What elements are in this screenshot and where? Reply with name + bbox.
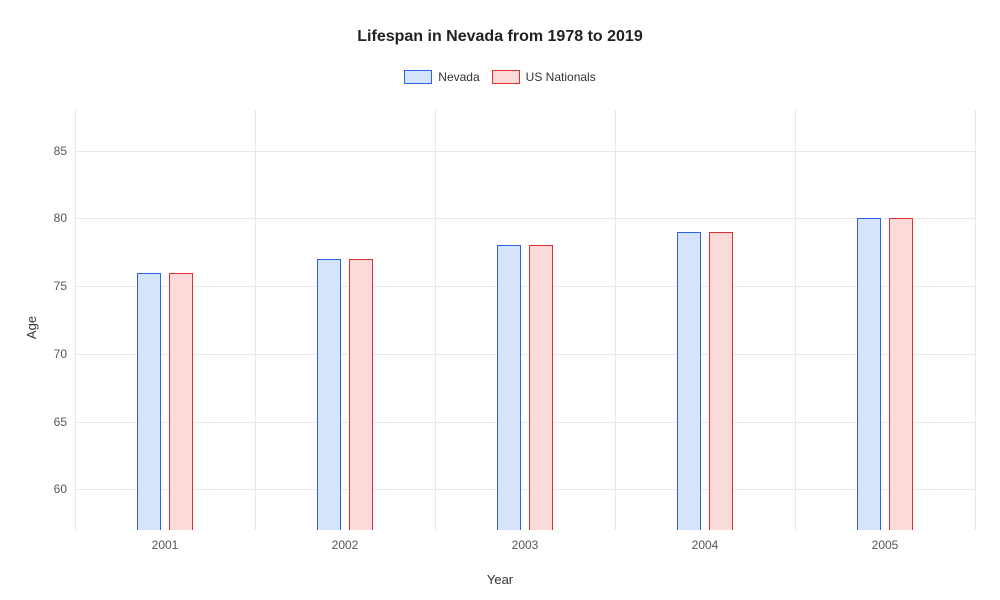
legend-swatch-1	[492, 70, 520, 84]
plot-area: 60657075808520012002200320042005	[75, 110, 975, 530]
h-gridline	[75, 286, 975, 287]
legend-label-1: US Nationals	[526, 70, 596, 84]
bar-us-nationals-2004	[709, 232, 733, 530]
y-tick-label: 65	[54, 415, 75, 429]
bar-nevada-2001	[137, 273, 161, 530]
legend-item-0: Nevada	[404, 70, 479, 84]
bar-us-nationals-2001	[169, 273, 193, 530]
v-gridline	[75, 110, 76, 530]
legend-swatch-0	[404, 70, 432, 84]
legend-label-0: Nevada	[438, 70, 479, 84]
x-tick-label: 2005	[872, 530, 899, 552]
x-tick-label: 2001	[152, 530, 179, 552]
bar-nevada-2004	[677, 232, 701, 530]
h-gridline	[75, 151, 975, 152]
bar-us-nationals-2003	[529, 245, 553, 530]
h-gridline	[75, 218, 975, 219]
y-tick-label: 80	[54, 211, 75, 225]
h-gridline	[75, 354, 975, 355]
lifespan-chart: Lifespan in Nevada from 1978 to 2019 Nev…	[0, 0, 1000, 600]
y-axis-label: Age	[24, 316, 39, 339]
chart-legend: Nevada US Nationals	[0, 70, 1000, 84]
v-gridline	[255, 110, 256, 530]
v-gridline	[795, 110, 796, 530]
x-axis-label: Year	[487, 572, 513, 587]
x-tick-label: 2002	[332, 530, 359, 552]
v-gridline	[975, 110, 976, 530]
bar-nevada-2002	[317, 259, 341, 530]
v-gridline	[435, 110, 436, 530]
x-tick-label: 2004	[692, 530, 719, 552]
bar-nevada-2003	[497, 245, 521, 530]
h-gridline	[75, 489, 975, 490]
v-gridline	[615, 110, 616, 530]
bar-us-nationals-2002	[349, 259, 373, 530]
bar-nevada-2005	[857, 218, 881, 530]
x-tick-label: 2003	[512, 530, 539, 552]
bar-us-nationals-2005	[889, 218, 913, 530]
y-tick-label: 85	[54, 144, 75, 158]
chart-title: Lifespan in Nevada from 1978 to 2019	[0, 28, 1000, 46]
h-gridline	[75, 422, 975, 423]
y-tick-label: 70	[54, 347, 75, 361]
y-tick-label: 75	[54, 279, 75, 293]
y-tick-label: 60	[54, 482, 75, 496]
legend-item-1: US Nationals	[492, 70, 596, 84]
